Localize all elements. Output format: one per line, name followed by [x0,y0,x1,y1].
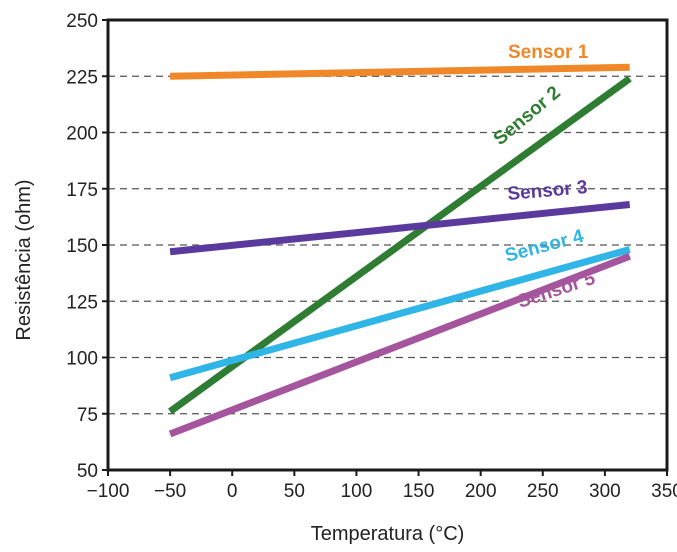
x-tick-label: 300 [589,481,621,502]
y-tick-label: 75 [77,405,98,426]
y-tick-label: 50 [77,461,98,482]
series-label-1: Sensor 1 [508,42,589,63]
series-label-3: Sensor 3 [507,177,589,205]
axis-ticks: 50 75 100 125 150 175 200 225 250 −100 −50 0 50 100 15… [66,11,677,502]
y-tick-label: 100 [66,349,98,370]
series-label-2: Sensor 2 [490,82,565,150]
x-tick-label: 0 [227,481,238,502]
y-tick-label: 150 [66,236,98,257]
x-tick-label: 250 [527,481,559,502]
series-line-1 [170,63,630,80]
y-tick-label: 250 [66,11,98,32]
y-axis-title: Resistência (ohm) [13,179,35,340]
x-tick-label: 100 [341,481,373,502]
series-line-3 [169,201,631,256]
series-layer [168,63,632,438]
x-tick-label: 50 [284,481,305,502]
x-tick-label: 350 [651,481,677,502]
y-tick-label: 175 [66,180,98,201]
y-tick-label: 125 [66,292,98,313]
grid-lines [108,75,667,415]
x-axis-title: Temperatura (°C) [311,523,465,545]
x-tick-label: −50 [154,481,186,502]
series-line-5 [168,252,631,438]
y-tick-label: 200 [66,124,98,145]
y-tick-label: 225 [66,67,98,88]
x-tick-label: 200 [465,481,497,502]
x-tick-label: −100 [87,481,130,502]
x-tick-label: 150 [403,481,435,502]
series-label-4: Sensor 4 [503,226,586,267]
series-line-4 [169,246,631,382]
